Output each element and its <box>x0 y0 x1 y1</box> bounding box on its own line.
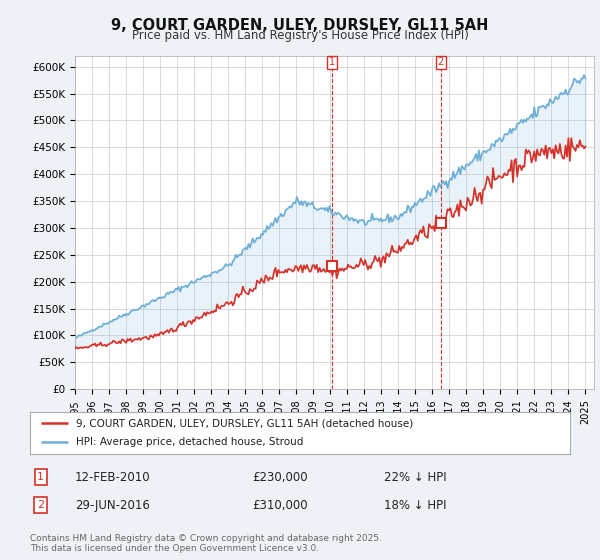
Text: 2: 2 <box>37 500 44 510</box>
Text: 2: 2 <box>438 58 444 67</box>
Text: 1: 1 <box>329 58 335 67</box>
Text: HPI: Average price, detached house, Stroud: HPI: Average price, detached house, Stro… <box>76 437 303 447</box>
Text: 9, COURT GARDEN, ULEY, DURSLEY, GL11 5AH: 9, COURT GARDEN, ULEY, DURSLEY, GL11 5AH <box>112 18 488 33</box>
Text: £230,000: £230,000 <box>252 470 308 484</box>
Text: 9, COURT GARDEN, ULEY, DURSLEY, GL11 5AH (detached house): 9, COURT GARDEN, ULEY, DURSLEY, GL11 5AH… <box>76 418 413 428</box>
Text: 29-JUN-2016: 29-JUN-2016 <box>75 498 150 512</box>
Text: Price paid vs. HM Land Registry's House Price Index (HPI): Price paid vs. HM Land Registry's House … <box>131 29 469 42</box>
Text: 1: 1 <box>37 472 44 482</box>
Text: Contains HM Land Registry data © Crown copyright and database right 2025.
This d: Contains HM Land Registry data © Crown c… <box>30 534 382 553</box>
Text: £310,000: £310,000 <box>252 498 308 512</box>
Text: 12-FEB-2010: 12-FEB-2010 <box>75 470 151 484</box>
Text: 18% ↓ HPI: 18% ↓ HPI <box>384 498 446 512</box>
Text: 22% ↓ HPI: 22% ↓ HPI <box>384 470 446 484</box>
